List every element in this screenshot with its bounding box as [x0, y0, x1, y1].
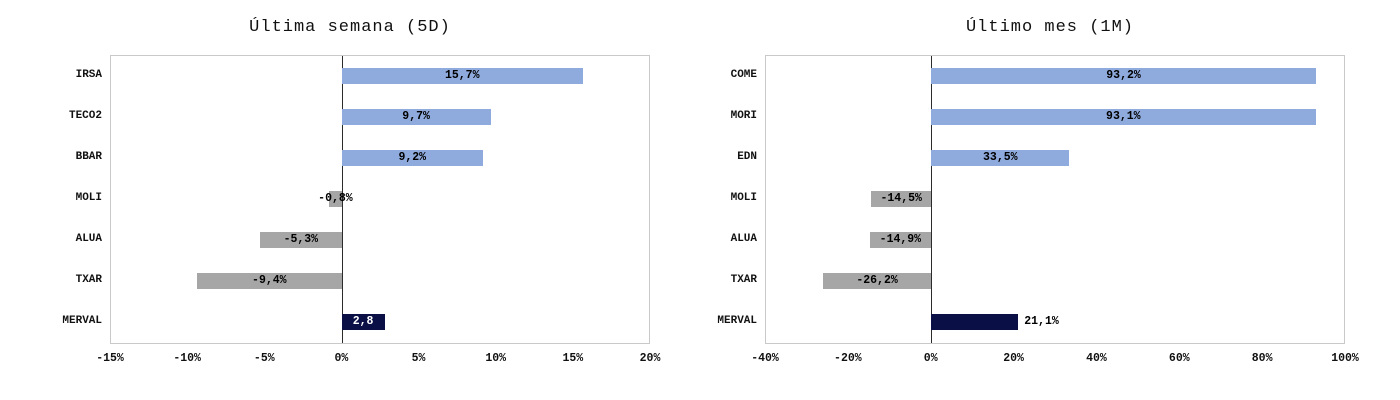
value-label-alua: -5,3% [283, 233, 319, 246]
chart-last-week: Última semana (5D) IRSA TECO2 BBAR MOLI ALUA… [0, 18, 700, 376]
x-tick-label: -20% [834, 352, 862, 365]
x-tick-label: 15% [562, 352, 584, 365]
bar-bbar [341, 150, 483, 166]
plot-area: 93,2% 93,1% 33,5% -14,5% -14,9% -26,2% 21,1% [765, 55, 1345, 344]
category-label-alua: ALUA [75, 233, 102, 245]
chart-title: Último mes (1M) [965, 18, 1135, 37]
category-axis: COME MORI EDN MOLI ALUA TXAR MERVAL [700, 55, 765, 342]
x-tick-label: 5% [411, 352, 426, 365]
plot-area: 15,7% 9,7% 9,2% -0,8% -5,3% -9,4% 2,8 [110, 55, 650, 344]
x-axis: -40% -20% 0% 20% 40% 60% 80% 100% [751, 352, 1359, 376]
category-label-come: COME [730, 69, 757, 81]
x-axis: -15% -10% -5% 0% 5% 10% 15% 20% [96, 352, 660, 376]
value-label-alua: -14,9% [879, 233, 922, 246]
category-label-bbar: BBAR [75, 151, 102, 163]
category-label-alua: ALUA [730, 233, 757, 245]
zero-axis-line [931, 56, 933, 343]
value-label-mori: 93,1% [1106, 110, 1141, 123]
bar-alua [260, 232, 342, 248]
x-tick-label: 60% [1168, 352, 1190, 365]
value-label-merval: 21,1% [1024, 315, 1059, 328]
value-label-irsa: 15,7% [444, 69, 480, 82]
chart-title: Última semana (5D) [249, 18, 451, 37]
category-label-merval: MERVAL [717, 315, 757, 327]
value-label-bbar: 9,2% [398, 151, 427, 164]
value-label-txar: -9,4% [252, 274, 287, 287]
bar-mori [931, 109, 1316, 125]
value-label-merval: 2,8 [352, 315, 374, 328]
bar-teco2 [341, 109, 491, 125]
bar-come [931, 68, 1316, 84]
chart-last-month: Último mes (1M) COME MORI EDN MOLI ALUA TXAR M… [700, 0, 1400, 400]
x-tick-label: 20% [1003, 352, 1024, 365]
value-label-txar: -26,2% [856, 274, 898, 287]
bar-merval [341, 314, 385, 330]
bar-moli [329, 191, 342, 207]
x-tick-label: 0% [334, 352, 349, 365]
bar-txar [822, 273, 932, 289]
category-label-teco2: TECO2 [68, 110, 102, 122]
bar-moli [871, 191, 932, 207]
x-tick-label: 0% [923, 352, 938, 365]
category-label-txar: TXAR [730, 274, 757, 286]
x-tick-label: 100% [1331, 352, 1359, 365]
value-label-edn: 33,5% [983, 151, 1018, 164]
category-label-irsa: IRSA [75, 69, 102, 81]
value-label-moli: -14,5% [880, 192, 922, 205]
category-label-txar: TXAR [75, 274, 102, 286]
bar-merval [931, 314, 1019, 330]
x-tick-label: 10% [485, 352, 507, 365]
x-tick-label: -5% [253, 352, 275, 365]
category-label-mori: MORI [730, 110, 757, 122]
chart-body: IRSA TECO2 BBAR MOLI ALUA TXAR MERVAL 15,7% 9,7… [0, 55, 700, 344]
bar-txar [197, 273, 342, 289]
value-label-teco2: 9,7% [402, 110, 430, 123]
chart-body: COME MORI EDN MOLI ALUA TXAR MERVAL 93,2% 93,1%… [700, 55, 1400, 344]
bar-alua [869, 232, 932, 248]
x-tick-label: -10% [173, 352, 201, 365]
category-label-merval: MERVAL [62, 315, 102, 327]
x-tick-label: -40% [751, 352, 779, 365]
category-label-moli: MOLI [75, 192, 102, 204]
x-tick-label: 40% [1086, 352, 1107, 365]
category-label-edn: EDN [737, 151, 757, 163]
bar-irsa [341, 68, 583, 84]
x-tick-label: -15% [96, 352, 124, 365]
x-tick-label: 80% [1251, 352, 1273, 365]
category-axis: IRSA TECO2 BBAR MOLI ALUA TXAR MERVAL [0, 55, 110, 342]
value-label-moli: -0,8% [318, 192, 353, 205]
zero-axis-line [341, 56, 343, 343]
x-tick-label: 20% [639, 352, 661, 365]
category-label-moli: MOLI [730, 192, 757, 204]
bar-edn [931, 150, 1070, 166]
value-label-come: 93,2% [1106, 69, 1141, 82]
